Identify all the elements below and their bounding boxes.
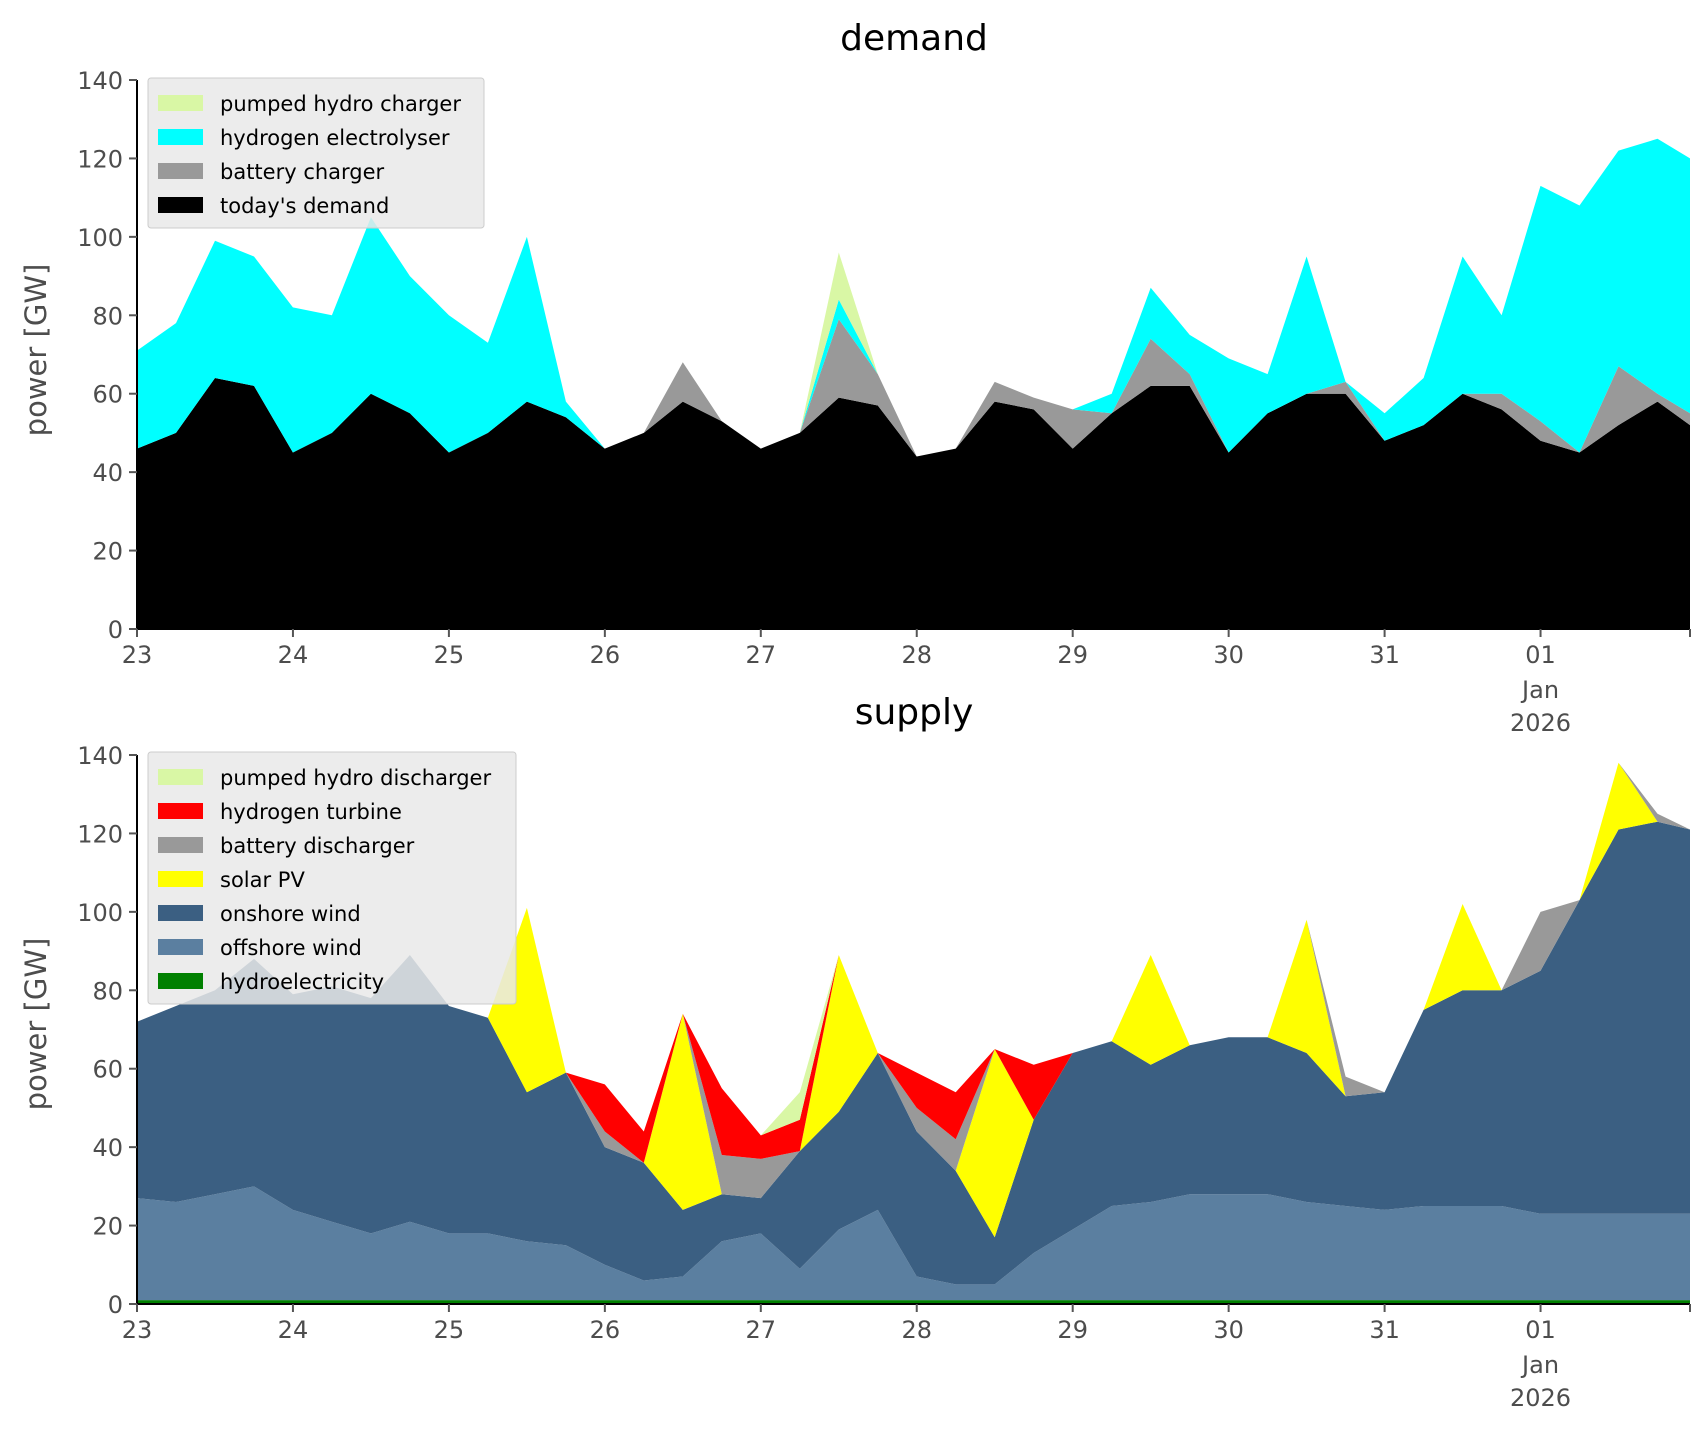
supply-legend-label-hydroelectricity: hydroelectricity bbox=[220, 970, 384, 994]
demand-legend-swatch-hydrogen-electrolyser bbox=[158, 129, 203, 145]
demand-x-tick-label: 25 bbox=[434, 641, 465, 669]
demand-y-axis-label: power [GW] bbox=[19, 264, 53, 437]
demand-x-tick-label: 29 bbox=[1057, 641, 1088, 669]
demand-y-tick-label: 80 bbox=[92, 302, 123, 330]
supply-x-tick-label: 26 bbox=[590, 1316, 621, 1344]
demand-panel: demand power [GW] 0 20 40 60 80 100 120 140 23 24… bbox=[19, 18, 1691, 737]
supply-legend-swatch-hydroelectricity bbox=[158, 973, 203, 989]
supply-legend-swatch-hydrogen-turbine bbox=[158, 803, 203, 819]
demand-x-tick-label: 01 bbox=[1525, 641, 1556, 669]
supply-legend-swatch-onshore-wind bbox=[158, 905, 203, 921]
supply-legend-label-onshore-wind: onshore wind bbox=[220, 902, 361, 926]
supply-legend-label-battery-discharger: battery discharger bbox=[220, 834, 415, 858]
demand-area-hydrogen-electrolyser bbox=[137, 138, 1690, 457]
supply-y-tick-label: 20 bbox=[92, 1213, 123, 1241]
supply-x-tick-label: 27 bbox=[746, 1316, 777, 1344]
supply-y-tick-label: 140 bbox=[77, 742, 123, 770]
supply-legend-swatch-offshore-wind bbox=[158, 939, 203, 955]
demand-legend-label-battery-charger: battery charger bbox=[220, 160, 385, 184]
demand-y-tick-label: 40 bbox=[92, 459, 123, 487]
demand-legend-swatch-pumped-hydro-charger bbox=[158, 95, 203, 111]
demand-y-tick-label: 120 bbox=[77, 145, 123, 173]
demand-y-tick-label: 60 bbox=[92, 381, 123, 409]
supply-area-offshore-wind bbox=[137, 1186, 1690, 1301]
demand-legend: pumped hydro charger hydrogen electrolyse… bbox=[147, 77, 485, 229]
demand-x-tick-sublabel: 2026 bbox=[1510, 709, 1571, 737]
supply-legend-label-hydrogen-turbine: hydrogen turbine bbox=[220, 800, 402, 824]
demand-legend-swatch-battery-charger bbox=[158, 163, 203, 179]
demand-legend-label-pumped-hydro-charger: pumped hydro charger bbox=[220, 92, 461, 116]
demand-area-today-s-demand bbox=[137, 378, 1690, 629]
supply-areas bbox=[137, 762, 1690, 1304]
supply-y-axis-label: power [GW] bbox=[19, 938, 53, 1111]
supply-legend-box bbox=[147, 751, 517, 1005]
demand-legend-label-today-s-demand: today's demand bbox=[220, 194, 389, 218]
demand-x-tick-label: 26 bbox=[590, 641, 621, 669]
demand-title: demand bbox=[840, 18, 988, 59]
supply-x-tick-sublabel: Jan bbox=[1520, 1351, 1559, 1379]
supply-legend-swatch-pumped-hydro-discharger bbox=[158, 769, 203, 785]
supply-x-tick-label: 29 bbox=[1057, 1316, 1088, 1344]
supply-legend-label-pumped-hydro-discharger: pumped hydro discharger bbox=[220, 766, 491, 790]
demand-x-tick-sublabel: Jan bbox=[1520, 676, 1559, 704]
supply-y-tick-label: 40 bbox=[92, 1134, 123, 1162]
supply-y-tick-label: 60 bbox=[92, 1056, 123, 1084]
supply-y-tick-label: 120 bbox=[77, 820, 123, 848]
demand-x-tick-label: 27 bbox=[746, 641, 777, 669]
demand-y-tick-label: 100 bbox=[77, 224, 123, 252]
supply-panel: supply power [GW] 0 20 40 60 80 100 120 140 23 24… bbox=[19, 692, 1691, 1412]
supply-x-tick-label: 28 bbox=[901, 1316, 932, 1344]
demand-x-tick-label: 23 bbox=[122, 641, 153, 669]
supply-area-onshore-wind bbox=[137, 821, 1690, 1285]
demand-legend-swatch-today-s-demand bbox=[158, 197, 203, 213]
supply-y-tick-label: 0 bbox=[108, 1291, 123, 1319]
demand-x-tick-label: 24 bbox=[278, 641, 309, 669]
supply-x-tick-label: 30 bbox=[1213, 1316, 1244, 1344]
supply-x-tick-label: 24 bbox=[278, 1316, 309, 1344]
supply-area-battery-discharger bbox=[137, 762, 1690, 1199]
demand-y-tick-label: 0 bbox=[108, 616, 123, 644]
demand-x-tick-label: 30 bbox=[1213, 641, 1244, 669]
supply-x-tick-label: 01 bbox=[1525, 1316, 1556, 1344]
demand-x-tick-label: 31 bbox=[1369, 641, 1400, 669]
supply-area-hydrogen-turbine bbox=[137, 762, 1690, 1163]
supply-x-tick-label: 25 bbox=[434, 1316, 465, 1344]
supply-y-tick-label: 80 bbox=[92, 977, 123, 1005]
supply-x-tick-sublabel: 2026 bbox=[1510, 1384, 1571, 1412]
demand-y-tick-label: 20 bbox=[92, 538, 123, 566]
supply-legend: pumped hydro discharger hydrogen turbine b… bbox=[147, 751, 517, 1005]
supply-y-tick-label: 100 bbox=[77, 899, 123, 927]
supply-x-tick-label: 31 bbox=[1369, 1316, 1400, 1344]
supply-legend-label-solar-pv: solar PV bbox=[220, 868, 305, 892]
demand-legend-label-hydrogen-electrolyser: hydrogen electrolyser bbox=[220, 126, 450, 150]
demand-x-tick-label: 28 bbox=[901, 641, 932, 669]
demand-y-tick-label: 140 bbox=[77, 67, 123, 95]
supply-title: supply bbox=[855, 692, 974, 733]
supply-legend-label-offshore-wind: offshore wind bbox=[220, 936, 362, 960]
demand-legend-box bbox=[147, 77, 485, 229]
supply-legend-swatch-solar-pv bbox=[158, 871, 203, 887]
demand-areas bbox=[137, 138, 1690, 629]
supply-x-tick-label: 23 bbox=[122, 1316, 153, 1344]
supply-legend-swatch-battery-discharger bbox=[158, 837, 203, 853]
